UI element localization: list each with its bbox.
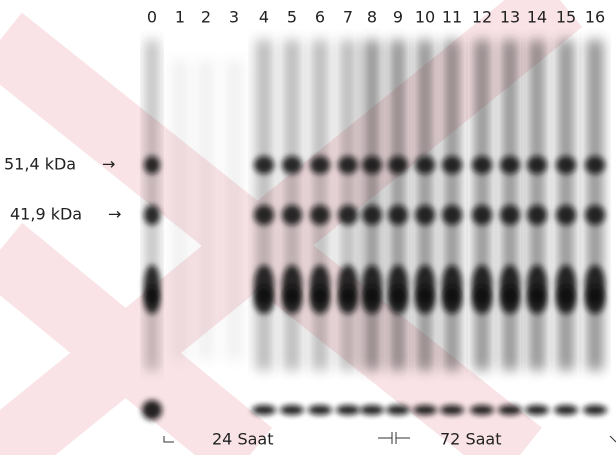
band [254,156,274,174]
lane-label: 13 [500,8,520,27]
lane-label: 5 [287,8,297,27]
band [336,405,360,415]
band [280,405,304,415]
band [527,156,547,174]
band [360,405,384,415]
lane-label: 2 [201,8,211,27]
band [472,156,492,174]
band [472,205,492,225]
lane-smear [172,60,188,360]
band [500,156,520,174]
band [415,286,435,314]
lane-smear [226,60,242,360]
band [310,286,330,314]
marker-arrow: → [108,205,121,224]
lane-label: 1 [175,8,185,27]
band [388,156,408,174]
time-label: 24 Saat [212,430,273,449]
lane-label: 8 [367,8,377,27]
lane-label: 12 [472,8,492,27]
band [338,286,358,314]
lane-label: 10 [415,8,435,27]
lane-label: 14 [527,8,547,27]
band [556,286,576,314]
band [310,205,330,225]
band [254,286,274,314]
lane-label: 11 [442,8,462,27]
band [254,205,274,225]
band [362,286,382,314]
band [442,156,462,174]
band [525,405,549,415]
band [472,286,492,314]
marker-arrow: → [102,155,115,174]
band [362,205,382,225]
band [252,405,276,415]
band [413,405,437,415]
lane-label: 0 [147,8,157,27]
band [388,286,408,314]
band [500,205,520,225]
band [415,205,435,225]
band [440,405,464,415]
marker-label: 41,9 kDa [10,205,82,224]
marker-label: 51,4 kDa [4,155,76,174]
lane-smear [198,60,214,360]
band [498,405,522,415]
lane-label: 4 [259,8,269,27]
band [500,286,520,314]
lane-label: 6 [315,8,325,27]
band [527,286,547,314]
band [308,405,332,415]
band [442,286,462,314]
band [144,156,160,174]
band [583,405,607,415]
band [415,156,435,174]
band [144,286,160,314]
band [144,205,160,225]
band [527,205,547,225]
band [388,205,408,225]
lane-label: 3 [229,8,239,27]
band [282,205,302,225]
band [554,405,578,415]
band [585,286,605,314]
time-label: 72 Saat [440,430,501,449]
lane-label: 7 [343,8,353,27]
band [338,205,358,225]
band [282,156,302,174]
band [442,205,462,225]
band [282,286,302,314]
band [585,156,605,174]
band [338,156,358,174]
band [310,156,330,174]
band [362,156,382,174]
gel-image: 012345678910111213141516 51,4 kDa → 41,9… [0,0,616,455]
lane-label: 15 [556,8,576,27]
band [386,405,410,415]
band [142,400,162,420]
band [556,156,576,174]
lanes [142,40,607,420]
band [585,205,605,225]
band [556,205,576,225]
band [470,405,494,415]
lane-label: 16 [585,8,605,27]
lane-label: 9 [393,8,403,27]
